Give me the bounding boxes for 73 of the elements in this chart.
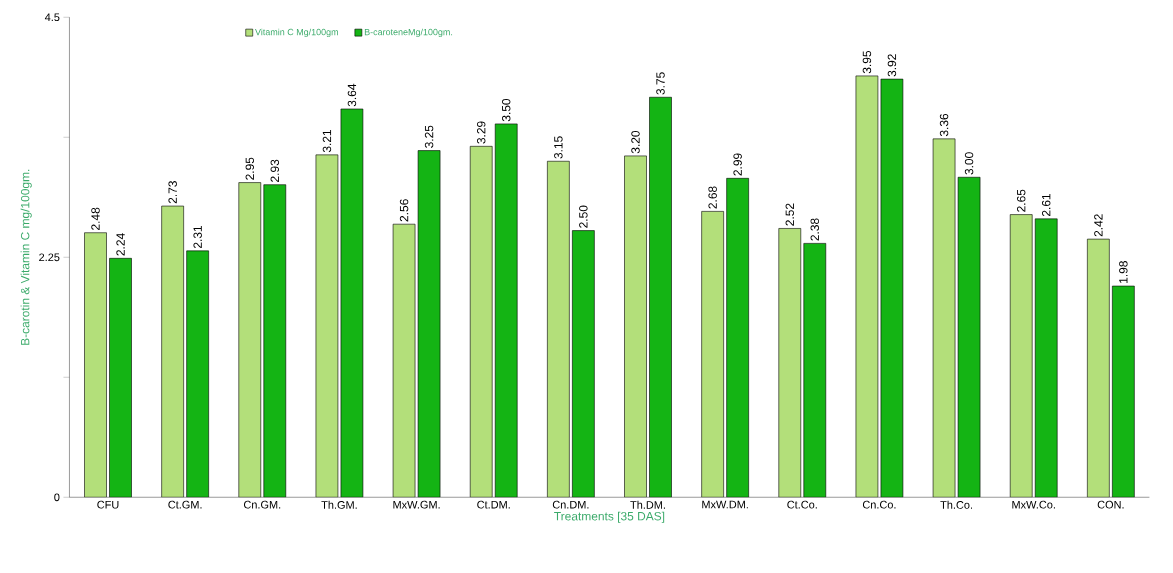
y-tick-label: 4.5: [44, 13, 60, 22]
bar: [418, 150, 441, 498]
x-tick-label: Cn.Co.: [862, 500, 896, 509]
x-tick-label: Cn.GM.: [243, 500, 281, 509]
bar: [880, 79, 903, 498]
data-label: 3.21: [322, 129, 332, 153]
x-tick-label: Ct.DM.: [477, 500, 510, 509]
bar: [1112, 285, 1135, 498]
data-label: 2.50: [579, 205, 588, 228]
data-label: 3.92: [887, 54, 897, 77]
x-tick-label: Ct.GM.: [168, 500, 202, 509]
bar: [547, 160, 570, 498]
data-label: 3.00: [964, 152, 974, 175]
x-tick-label: MxW.DM.: [702, 500, 748, 509]
data-label: 2.61: [1041, 193, 1051, 217]
data-label: 3.15: [554, 136, 563, 159]
bar: [1035, 218, 1058, 498]
bar: [1009, 214, 1033, 498]
data-label: 2.38: [810, 218, 820, 241]
data-label: 2.95: [245, 157, 255, 180]
bar: [238, 182, 262, 498]
bar: [649, 97, 672, 498]
bar: [469, 146, 493, 498]
x-tick-label: CFU: [97, 500, 119, 509]
data-label: 2.24: [116, 233, 125, 256]
data-label: 2.42: [1094, 214, 1103, 237]
bar: [186, 250, 209, 498]
bar: [109, 258, 132, 498]
x-tick-label: Th.Co.: [940, 500, 973, 509]
x-tick-label: CON.: [1097, 500, 1124, 509]
bar: [1087, 238, 1110, 498]
data-label: 3.95: [862, 50, 872, 74]
bar: [572, 230, 595, 498]
data-label: 3.29: [476, 121, 486, 144]
x-axis-title: Treatments [35 DAS]: [554, 511, 665, 523]
bar: [495, 123, 518, 498]
data-label: 3.20: [631, 130, 640, 154]
y-tick-label: 2.25: [39, 253, 60, 262]
data-label: 2.73: [168, 181, 177, 204]
legend-label: B-caroteneMg/100gm.: [364, 28, 453, 37]
data-label: 3.64: [347, 83, 357, 107]
data-label: 2.93: [270, 159, 280, 182]
bar: [958, 177, 981, 498]
bar: [624, 155, 647, 498]
x-tick-label: Ct.Co.: [787, 500, 817, 509]
bar: [340, 108, 363, 498]
data-label: 3.75: [656, 72, 665, 95]
data-label: 3.50: [501, 98, 511, 122]
data-label: 2.56: [399, 199, 409, 222]
data-label: 2.65: [1016, 189, 1026, 212]
bar: [701, 211, 724, 498]
y-axis-title: B-carotin & Vitamin C mg/100gm.: [20, 169, 32, 345]
data-label: 2.31: [193, 225, 202, 249]
data-label: 2.52: [785, 203, 795, 226]
data-label: 2.68: [708, 186, 717, 209]
data-label: 3.36: [939, 113, 949, 137]
data-label: 3.25: [424, 125, 434, 148]
legend-label: Vitamin C Mg/100gm: [255, 28, 338, 37]
bar: [778, 228, 802, 498]
data-label: 2.99: [733, 153, 742, 176]
x-tick-label: Cn.DM.: [552, 500, 589, 509]
bar: [803, 243, 826, 498]
x-tick-label: MxW.Co.: [1012, 500, 1055, 509]
data-label: 1.98: [1119, 261, 1128, 283]
bar: [726, 178, 749, 498]
bar: [84, 232, 107, 498]
x-tick-label: Th.DM.: [630, 500, 665, 509]
x-tick-label: MxW.GM.: [393, 500, 440, 509]
bar: [161, 205, 184, 498]
x-tick-label: Th.GM.: [321, 500, 357, 509]
bar: [263, 184, 286, 498]
y-tick-label: 0: [54, 493, 60, 502]
data-label: 2.48: [91, 207, 100, 230]
